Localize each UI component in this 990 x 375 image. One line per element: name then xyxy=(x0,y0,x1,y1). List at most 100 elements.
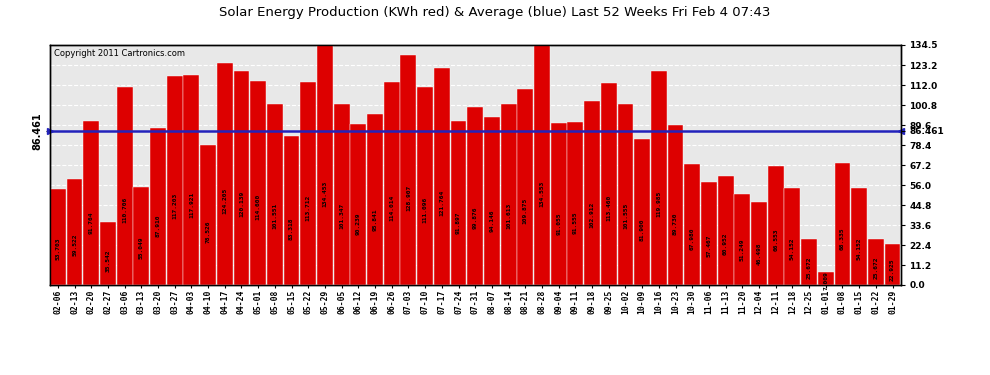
Text: 35.542: 35.542 xyxy=(105,250,111,272)
Text: 101.347: 101.347 xyxy=(340,203,345,229)
Text: 94.146: 94.146 xyxy=(489,210,494,232)
Text: 114.014: 114.014 xyxy=(389,195,394,221)
Bar xyxy=(134,187,149,285)
Text: 99.876: 99.876 xyxy=(472,206,478,228)
Bar xyxy=(367,114,383,285)
Text: 78.526: 78.526 xyxy=(206,220,211,243)
Text: 25.672: 25.672 xyxy=(807,256,812,279)
Bar xyxy=(801,239,817,285)
Bar xyxy=(350,124,366,285)
Bar xyxy=(868,239,884,285)
Bar xyxy=(835,163,850,285)
Bar xyxy=(518,89,534,285)
Text: Solar Energy Production (KWh red) & Average (blue) Last 52 Weeks Fri Feb 4 07:43: Solar Energy Production (KWh red) & Aver… xyxy=(220,6,770,19)
Text: 53.703: 53.703 xyxy=(55,237,60,260)
Text: 113.460: 113.460 xyxy=(606,195,611,221)
Text: 117.203: 117.203 xyxy=(172,192,177,219)
Text: 22.925: 22.925 xyxy=(890,258,895,281)
Bar xyxy=(584,101,600,285)
Text: 54.152: 54.152 xyxy=(790,237,795,260)
Bar xyxy=(501,104,517,285)
Bar xyxy=(50,189,65,285)
Bar xyxy=(635,139,650,285)
Bar xyxy=(100,222,116,285)
Text: 134.453: 134.453 xyxy=(323,181,328,207)
Text: 46.498: 46.498 xyxy=(756,242,761,265)
Bar xyxy=(417,87,433,285)
Bar xyxy=(735,194,750,285)
Text: 83.318: 83.318 xyxy=(289,217,294,240)
Text: 57.467: 57.467 xyxy=(707,235,712,257)
Text: 102.912: 102.912 xyxy=(590,202,595,228)
Bar xyxy=(300,82,316,285)
Bar xyxy=(550,123,566,285)
Bar xyxy=(267,104,283,285)
Bar xyxy=(83,121,99,285)
Bar xyxy=(467,107,483,285)
Text: 101.555: 101.555 xyxy=(623,203,628,229)
Text: 59.522: 59.522 xyxy=(72,233,77,256)
Text: 25.672: 25.672 xyxy=(873,256,878,279)
Text: 68.335: 68.335 xyxy=(840,227,845,250)
Bar xyxy=(851,188,867,285)
Text: 7.009: 7.009 xyxy=(824,271,829,290)
Text: 101.613: 101.613 xyxy=(506,203,511,229)
Text: 95.841: 95.841 xyxy=(372,209,377,231)
Text: 111.096: 111.096 xyxy=(423,196,428,223)
Text: 91.555: 91.555 xyxy=(573,211,578,234)
Text: 89.730: 89.730 xyxy=(673,213,678,236)
Text: 67.980: 67.980 xyxy=(690,228,695,250)
Bar xyxy=(450,121,466,285)
Bar xyxy=(200,145,216,285)
Text: 120.139: 120.139 xyxy=(239,190,244,217)
Text: 113.712: 113.712 xyxy=(306,195,311,221)
Text: 134.553: 134.553 xyxy=(540,181,545,207)
Text: 87.910: 87.910 xyxy=(155,214,160,237)
Text: 109.875: 109.875 xyxy=(523,197,528,223)
Bar xyxy=(768,166,784,285)
Bar xyxy=(183,75,199,285)
Bar xyxy=(885,244,901,285)
Bar xyxy=(217,63,233,285)
Text: 114.600: 114.600 xyxy=(255,194,260,220)
Bar xyxy=(384,81,400,285)
Bar xyxy=(334,104,349,285)
Bar xyxy=(401,55,417,285)
Text: 51.249: 51.249 xyxy=(740,239,744,261)
Bar xyxy=(150,128,166,285)
Text: 91.897: 91.897 xyxy=(456,211,461,234)
Bar xyxy=(701,183,717,285)
Bar xyxy=(117,87,133,285)
Text: 121.764: 121.764 xyxy=(440,189,445,216)
Text: 91.055: 91.055 xyxy=(556,212,561,234)
Bar xyxy=(650,71,667,285)
Text: 124.205: 124.205 xyxy=(223,188,228,214)
Text: 60.952: 60.952 xyxy=(723,232,728,255)
Bar xyxy=(66,179,82,285)
Text: 110.706: 110.706 xyxy=(122,197,127,223)
Bar xyxy=(534,45,549,285)
Bar xyxy=(818,273,834,285)
Bar xyxy=(784,188,800,285)
Text: 91.764: 91.764 xyxy=(89,211,94,234)
Bar xyxy=(234,70,249,285)
Bar xyxy=(601,82,617,285)
Text: 54.152: 54.152 xyxy=(856,237,861,260)
Bar xyxy=(166,76,182,285)
Bar xyxy=(667,125,683,285)
Bar xyxy=(718,176,734,285)
Bar xyxy=(434,68,449,285)
Bar xyxy=(250,81,266,285)
Text: 101.551: 101.551 xyxy=(272,203,277,229)
Bar xyxy=(283,136,300,285)
Bar xyxy=(684,164,700,285)
Text: 119.985: 119.985 xyxy=(656,190,661,217)
Text: 128.907: 128.907 xyxy=(406,184,411,211)
Bar xyxy=(567,122,583,285)
Bar xyxy=(317,45,333,285)
Bar xyxy=(751,202,767,285)
Text: 117.921: 117.921 xyxy=(189,192,194,218)
Text: 81.900: 81.900 xyxy=(640,218,644,241)
Text: 55.049: 55.049 xyxy=(139,236,144,259)
Text: 90.239: 90.239 xyxy=(355,213,360,235)
